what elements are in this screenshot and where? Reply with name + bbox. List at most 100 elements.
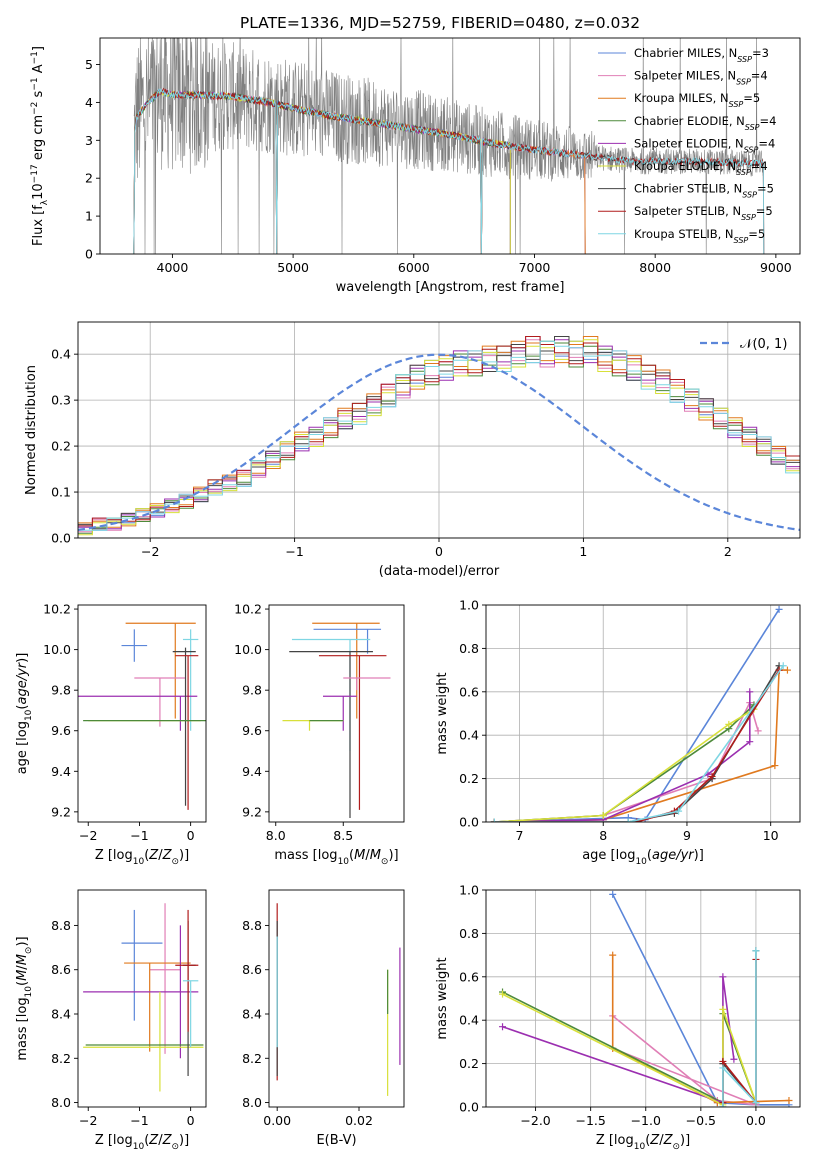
y-tick-label: 0.0 bbox=[51, 531, 71, 546]
hist-series bbox=[78, 336, 800, 530]
x-axis-label: Z [log10(Z/Z⊙)] bbox=[95, 1133, 189, 1152]
plot-area bbox=[276, 903, 401, 1096]
weight-line bbox=[494, 708, 755, 822]
weight-marker bbox=[719, 973, 727, 981]
y-tick-label: 10.2 bbox=[43, 602, 71, 617]
y-tick-label: 9.2 bbox=[51, 804, 71, 819]
label-part: age/yr bbox=[652, 848, 695, 863]
label-part: Z bbox=[148, 848, 159, 863]
errorbar-point bbox=[175, 909, 199, 1032]
weight-line bbox=[494, 700, 759, 822]
legend-label: Chabrier MILES, NSSP=3 bbox=[634, 46, 769, 64]
x-axis-label: Z [log10(Z/Z⊙)] bbox=[596, 1133, 690, 1152]
errorbar-point bbox=[175, 655, 199, 810]
label-part: )] bbox=[680, 1133, 690, 1148]
label-part: M bbox=[354, 848, 365, 863]
errorbar-point bbox=[78, 695, 198, 731]
errorbar-point bbox=[124, 962, 191, 1052]
legend-text: Salpeter MILES, N bbox=[634, 69, 736, 83]
weight-marker bbox=[719, 1103, 727, 1107]
y-tick-label: 0.2 bbox=[459, 1056, 479, 1071]
errorbar-point bbox=[343, 677, 391, 691]
label-part: )] bbox=[179, 848, 189, 863]
x-tick-label: 8 bbox=[599, 828, 607, 843]
label-part: )] bbox=[15, 936, 30, 946]
legend-n: =4 bbox=[751, 69, 768, 83]
legend-n: =3 bbox=[752, 46, 769, 60]
x-axis-label: wavelength [Angstrom, rest frame] bbox=[336, 280, 565, 295]
plot-z_mass: −2 −1 08.08.28.48.68.8Z [log10(Z/Z⊙)]mass … bbox=[15, 889, 207, 1152]
legend-label: Chabrier STELIB, NSSP=5 bbox=[634, 182, 774, 200]
plot-ebv_mass: 0.00 0.02 8.0 8.2 8.4 8.6 8.8 E(B-V) bbox=[242, 889, 405, 1148]
axes-box bbox=[268, 604, 405, 823]
weight-marker bbox=[490, 818, 498, 822]
label-part: / bbox=[365, 848, 370, 863]
y-tick-label: 0.4 bbox=[459, 728, 479, 743]
y-axis-label: mass [log10(M/M⊙)] bbox=[15, 936, 34, 1060]
label-part: mass weight bbox=[435, 672, 450, 754]
label-part: ( bbox=[15, 705, 30, 710]
y-tick-label: 0 bbox=[85, 247, 93, 262]
axis-frame: −2 −1 0 9.2 9.4 9.6 9.8 10.0 10.2 bbox=[43, 602, 207, 843]
legend-n: =5 bbox=[748, 227, 765, 241]
axis-frame: 4000 5000 6000 7000 8000 9000 0 1 2 3 4 5 bbox=[85, 37, 801, 275]
label-part: Flux [f bbox=[31, 205, 46, 246]
errorbar-point bbox=[323, 695, 357, 731]
weight-marker bbox=[719, 1057, 727, 1065]
label-part: M bbox=[15, 954, 30, 965]
label-part: ( bbox=[144, 1133, 149, 1148]
x-tick-label: −1 bbox=[130, 828, 148, 843]
axes-box bbox=[485, 889, 801, 1108]
legend-n: =4 bbox=[758, 136, 775, 150]
y-tick-label: 0.0 bbox=[459, 1100, 479, 1115]
y-tick-label: 0.4 bbox=[459, 1013, 479, 1028]
weight-marker bbox=[719, 1005, 727, 1013]
label-part: mass [log bbox=[274, 848, 337, 863]
y-tick-label: 0.2 bbox=[51, 439, 71, 454]
y-tick-label: 8.4 bbox=[51, 1007, 71, 1022]
y-tick-label: 10.0 bbox=[234, 642, 262, 657]
label-part: Z [log bbox=[95, 848, 133, 863]
x-tick-label: 0 bbox=[435, 544, 443, 559]
plot-z_weight: −2.0 −1.5 −1.0 −0.5 0.0 0.0 0.2 0.4 0.6 0.8 1.0 Z [… bbox=[435, 883, 801, 1152]
label-part: E(B-V) bbox=[316, 1133, 356, 1148]
y-axis-label: age [log10(age/yr)] bbox=[15, 653, 34, 775]
x-axis-label: age [log10(age/yr)] bbox=[582, 848, 704, 867]
legend-text: Kroupa MILES, N bbox=[634, 91, 729, 105]
y-axis-label: mass weight bbox=[435, 672, 450, 754]
legend-label: Kroupa ELODIE, NSSP=4 bbox=[634, 159, 768, 177]
label-part: 10 bbox=[24, 709, 34, 721]
legend-n: =4 bbox=[760, 114, 777, 128]
label-part: A bbox=[31, 64, 46, 77]
y-axis-label: mass weight bbox=[435, 957, 450, 1039]
legend-label: Salpeter STELIB, NSSP=5 bbox=[634, 204, 773, 222]
errorbar-point bbox=[282, 719, 344, 731]
legend-text: Kroupa ELODIE, N bbox=[634, 159, 736, 173]
y-tick-label: 8.6 bbox=[51, 962, 71, 977]
legend-label: 𝒩(0, 1) bbox=[740, 337, 787, 352]
label-part: ⊙ bbox=[24, 947, 34, 955]
legend-label: Chabrier ELODIE, NSSP=4 bbox=[634, 114, 776, 132]
y-tick-label: 0.4 bbox=[51, 347, 71, 362]
label-part: 10 bbox=[133, 1142, 145, 1152]
y-tick-label: 1.0 bbox=[459, 598, 479, 613]
x-axis-label: E(B-V) bbox=[316, 1133, 356, 1148]
y-tick-label: 0.1 bbox=[51, 485, 71, 500]
label-part: ( bbox=[15, 981, 30, 986]
label-part: age [log bbox=[15, 721, 30, 774]
y-tick-label: 8.0 bbox=[242, 1095, 262, 1110]
x-tick-label: 9000 bbox=[760, 260, 792, 275]
hist-series bbox=[78, 340, 800, 531]
label-part: age [log bbox=[582, 848, 635, 863]
weight-marker bbox=[752, 1099, 760, 1107]
x-tick-label: 5000 bbox=[277, 260, 309, 275]
axis-frame: −2 −1 0 1 2 0.0 0.1 0.2 0.3 0.4 bbox=[51, 321, 801, 559]
errorbar-point bbox=[289, 651, 373, 818]
y-tick-label: 0.2 bbox=[459, 771, 479, 786]
axes-box bbox=[268, 889, 405, 1108]
y-tick-label: 0.8 bbox=[459, 641, 479, 656]
weight-marker bbox=[752, 947, 760, 955]
weight-marker bbox=[771, 762, 779, 770]
legend-label: Salpeter ELODIE, NSSP=4 bbox=[634, 136, 775, 154]
